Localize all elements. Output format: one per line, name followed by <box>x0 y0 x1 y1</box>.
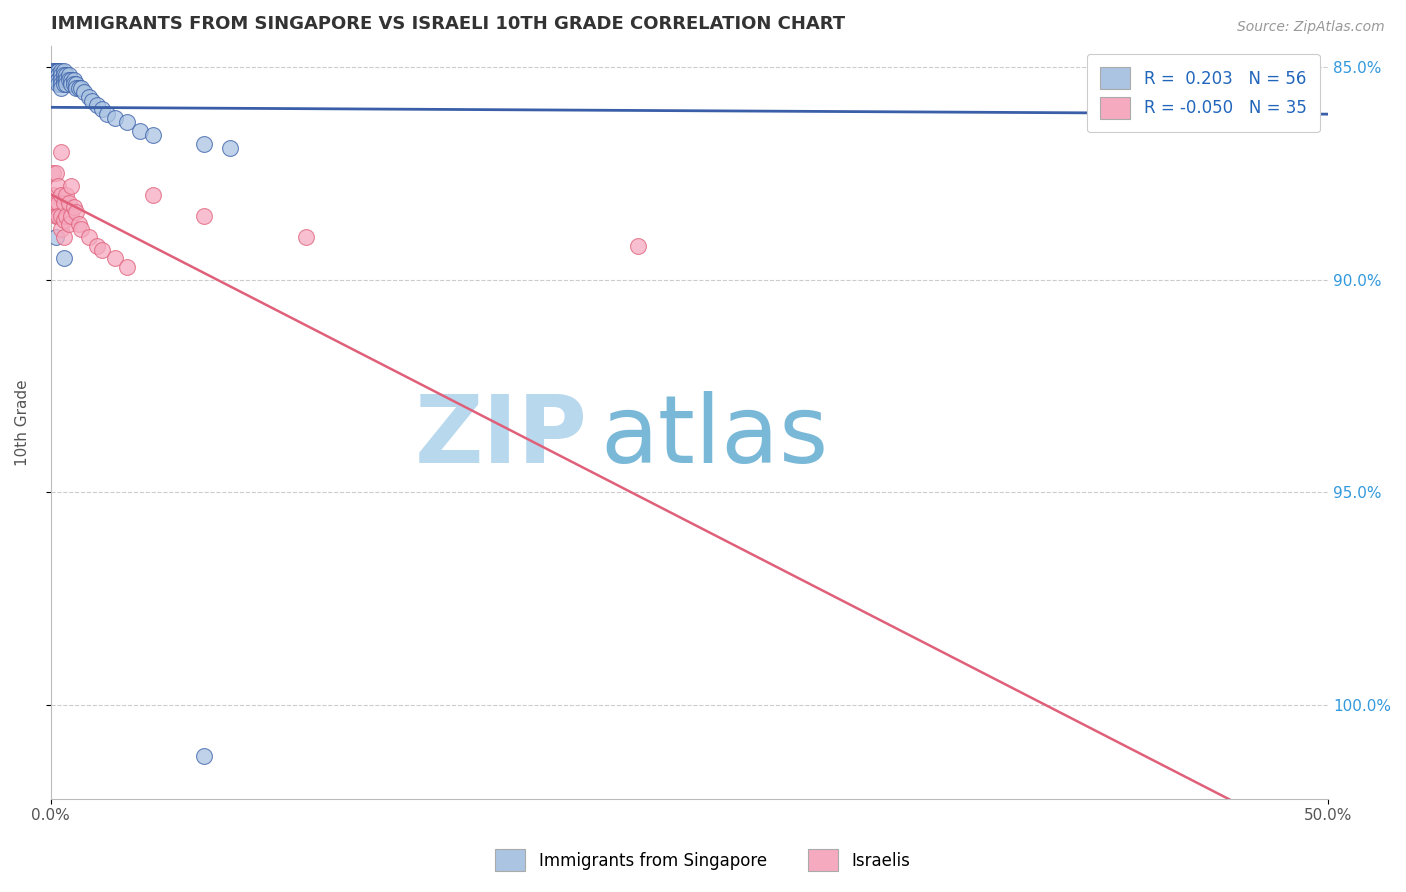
Point <box>45 64 67 78</box>
Point <box>48 77 70 91</box>
Point <box>49 69 72 83</box>
Point <box>65 204 87 219</box>
Point <box>42 166 65 180</box>
Point <box>627 238 650 252</box>
Point <box>48 64 70 78</box>
Point <box>70 81 93 95</box>
Point <box>104 111 127 125</box>
Point <box>45 196 67 211</box>
Point <box>58 196 80 211</box>
Point <box>70 221 93 235</box>
Point <box>52 252 75 266</box>
Text: atlas: atlas <box>600 392 828 483</box>
Text: Source: ZipAtlas.com: Source: ZipAtlas.com <box>1237 20 1385 34</box>
Point <box>96 107 118 121</box>
Point <box>48 72 70 87</box>
Point <box>117 260 139 274</box>
Legend: Immigrants from Singapore, Israelis: Immigrants from Singapore, Israelis <box>486 841 920 880</box>
Point <box>60 77 83 91</box>
Point <box>52 77 75 91</box>
Point <box>49 145 72 159</box>
Point <box>52 213 75 227</box>
Point <box>45 69 67 83</box>
Point <box>67 81 90 95</box>
Point <box>142 128 165 142</box>
Point <box>42 187 65 202</box>
Point <box>60 209 83 223</box>
Point <box>45 64 67 78</box>
Point <box>42 64 65 78</box>
Legend: R =  0.203   N = 56, R = -0.050   N = 35: R = 0.203 N = 56, R = -0.050 N = 35 <box>1087 54 1320 132</box>
Point <box>48 64 70 78</box>
Point <box>65 81 87 95</box>
Point <box>67 218 90 232</box>
Point <box>55 209 77 223</box>
Point <box>48 209 70 223</box>
Point <box>104 252 127 266</box>
Point <box>58 69 80 83</box>
Point <box>49 64 72 78</box>
Point <box>48 69 70 83</box>
Point <box>49 72 72 87</box>
Point <box>193 209 215 223</box>
Point <box>48 69 70 83</box>
Point <box>90 243 112 257</box>
Point <box>49 221 72 235</box>
Point <box>45 209 67 223</box>
Point <box>129 124 152 138</box>
Point <box>86 98 108 112</box>
Point <box>117 115 139 129</box>
Point <box>1265 64 1288 78</box>
Point <box>49 187 72 202</box>
Point <box>63 72 86 87</box>
Point <box>142 187 165 202</box>
Point <box>49 77 72 91</box>
Point <box>55 69 77 83</box>
Point <box>193 136 215 151</box>
Point <box>77 230 100 244</box>
Point <box>883 826 905 840</box>
Text: ZIP: ZIP <box>415 392 588 483</box>
Point <box>86 238 108 252</box>
Point <box>52 230 75 244</box>
Point <box>65 77 87 91</box>
Point <box>63 77 86 91</box>
Point <box>58 72 80 87</box>
Point <box>80 94 103 108</box>
Point <box>52 72 75 87</box>
Point <box>60 179 83 194</box>
Point <box>52 64 75 78</box>
Point <box>77 89 100 103</box>
Point <box>193 749 215 764</box>
Point <box>218 141 240 155</box>
Point <box>58 218 80 232</box>
Point <box>48 72 70 87</box>
Point <box>90 103 112 117</box>
Text: IMMIGRANTS FROM SINGAPORE VS ISRAELI 10TH GRADE CORRELATION CHART: IMMIGRANTS FROM SINGAPORE VS ISRAELI 10T… <box>51 15 845 33</box>
Point <box>52 69 75 83</box>
Point <box>45 64 67 78</box>
Point <box>73 86 96 100</box>
Point <box>48 196 70 211</box>
Point <box>55 72 77 87</box>
Point <box>45 72 67 87</box>
Point <box>55 77 77 91</box>
Point <box>52 196 75 211</box>
Point <box>49 81 72 95</box>
Point <box>49 209 72 223</box>
Y-axis label: 10th Grade: 10th Grade <box>15 379 30 466</box>
Point <box>63 200 86 214</box>
Point <box>42 69 65 83</box>
Point <box>60 72 83 87</box>
Point <box>42 64 65 78</box>
Point <box>48 179 70 194</box>
Point <box>55 187 77 202</box>
Point <box>1240 60 1263 74</box>
Point <box>45 230 67 244</box>
Point <box>295 230 318 244</box>
Point <box>48 209 70 223</box>
Point <box>45 166 67 180</box>
